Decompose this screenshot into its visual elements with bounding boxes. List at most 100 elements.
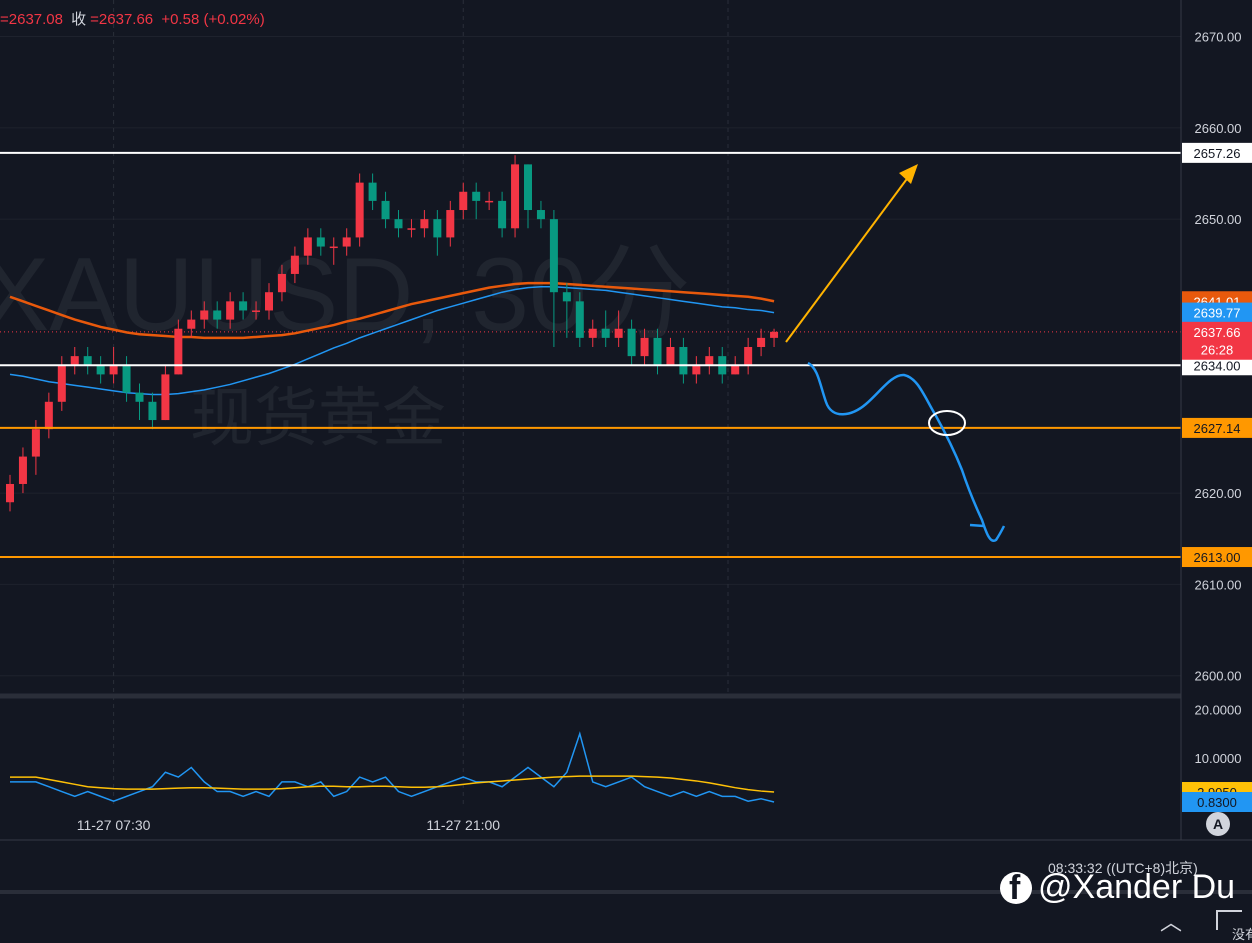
candle-body [549, 219, 558, 293]
candle-body [355, 182, 364, 238]
candlesticks [6, 155, 779, 512]
candle-body [575, 301, 584, 338]
candle-body [18, 456, 27, 484]
indicator-tick-label: 20.0000 [1195, 703, 1242, 718]
indicator-badge [1182, 792, 1252, 813]
author-name: @Xander Du [1038, 868, 1236, 906]
candle [96, 356, 105, 384]
candle [614, 310, 623, 347]
candle-body [368, 182, 377, 201]
axis-badge [1182, 302, 1252, 323]
candle [705, 347, 714, 375]
candle-body [420, 219, 429, 229]
candle-body [226, 301, 235, 320]
price-axis[interactable]: 2670.00 2660.00 2650.00 2620.00 2610.00 2600.… [1182, 30, 1252, 684]
candle [549, 210, 558, 347]
candle-body [135, 392, 144, 402]
candle [277, 264, 286, 302]
candle [122, 356, 131, 402]
candle-body [96, 365, 105, 375]
axis-badge-label: 2639.77 [1194, 306, 1241, 321]
candle-body [731, 365, 740, 375]
candle-body [200, 310, 209, 320]
candle-body [6, 483, 14, 503]
candle [640, 328, 649, 366]
candle [342, 228, 351, 256]
candle [6, 474, 14, 512]
candle [744, 337, 753, 375]
time-axis[interactable]: 11-27 07:30 11-27 21:00 [77, 817, 501, 833]
indicator-tick-label: 10.0000 [1195, 751, 1242, 766]
candle-body [342, 237, 351, 247]
candle [368, 173, 377, 211]
candle [407, 219, 416, 238]
candle-body [770, 331, 779, 338]
candle [459, 182, 468, 220]
candle-body [290, 255, 299, 274]
candle [135, 383, 144, 421]
candle [433, 210, 442, 256]
bullish-arrow-line [785, 171, 913, 343]
candle [394, 210, 403, 238]
candle-body [459, 191, 468, 211]
candle-body [485, 200, 494, 203]
close-value: =2637.66 [90, 11, 154, 28]
axis-badge-label: 2637.66 [1194, 325, 1241, 340]
close-label: 收 [71, 11, 87, 28]
candle [575, 292, 584, 347]
y-tick-label: 2660.00 [1195, 121, 1242, 136]
watermark-name: 现货黄金 [190, 382, 446, 456]
candle [226, 292, 235, 329]
axis-badge [1182, 321, 1252, 342]
candle-body [498, 200, 507, 229]
auto-scale-button[interactable]: A [1206, 812, 1230, 836]
candle [679, 337, 688, 384]
candle [511, 155, 520, 238]
candle-body [640, 337, 649, 357]
bearish-projection-path [807, 361, 1006, 542]
candle-body [446, 210, 455, 238]
y-tick-label: 2600.00 [1195, 669, 1242, 684]
chevron-up-icon[interactable]: ︿ [1160, 910, 1183, 935]
clock-readout: 08:33:32 ((UTC+8)北京) [1048, 860, 1198, 876]
price-badge-label: 2613.00 [1194, 550, 1241, 565]
candle [83, 347, 92, 375]
candle [148, 392, 157, 430]
candle [329, 237, 338, 265]
y-tick-label: 2610.00 [1195, 577, 1242, 592]
candle [187, 310, 196, 338]
candle-body [524, 164, 532, 211]
breakdown-circle [928, 410, 966, 436]
x-tick-label: 11-27 07:30 [77, 817, 151, 833]
candle-body [174, 328, 183, 375]
x-tick-label: 11-27 21:00 [426, 817, 500, 833]
candle-body [31, 429, 40, 457]
candle-body [472, 191, 481, 201]
y-tick-label: 2650.00 [1195, 212, 1242, 227]
candle-body [757, 337, 766, 347]
screenshot-icon[interactable] [1216, 910, 1242, 930]
candle-body [705, 356, 714, 366]
candle [290, 246, 299, 284]
grid [0, 0, 1181, 806]
candle [562, 283, 571, 338]
candle [316, 228, 325, 256]
candle [446, 200, 455, 247]
candle-body [57, 365, 66, 402]
facebook-icon [1000, 869, 1032, 908]
author-credit: @Xander Du [1000, 868, 1236, 908]
candle-body [381, 200, 390, 220]
y-tick-label: 2620.00 [1195, 486, 1242, 501]
candle [161, 365, 170, 421]
ohlc-legend: =2637.08 收 =2637.66 +0.58 (+0.02%) [0, 8, 269, 29]
candle-body [148, 401, 157, 421]
candle [770, 328, 779, 347]
candle-body [239, 301, 248, 311]
candle-body [627, 328, 636, 357]
price-lines[interactable] [0, 151, 1181, 559]
bearish-projection-tail [969, 523, 985, 528]
candle-body [316, 237, 325, 247]
candle-body [562, 292, 571, 302]
